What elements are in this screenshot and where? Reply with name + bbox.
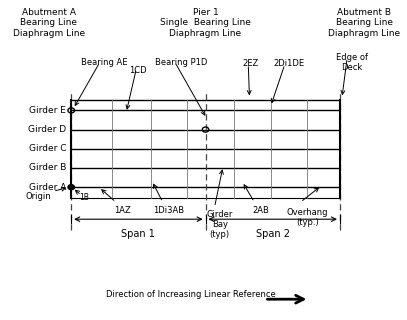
Text: Abutment A
Bearing Line
Diaphragm Line: Abutment A Bearing Line Diaphragm Line: [13, 8, 85, 38]
Text: Origin: Origin: [26, 192, 51, 201]
Text: Direction of Increasing Linear Reference: Direction of Increasing Linear Reference: [106, 290, 276, 299]
Circle shape: [68, 185, 74, 190]
Text: Overhang
(typ.): Overhang (typ.): [287, 208, 328, 228]
Text: 1AZ: 1AZ: [114, 206, 131, 215]
Text: 2Di1DE: 2Di1DE: [274, 59, 304, 68]
Text: Abutment B
Bearing Line
Diaphragm Line: Abutment B Bearing Line Diaphragm Line: [328, 8, 400, 38]
Text: Bearing P1D: Bearing P1D: [155, 58, 207, 67]
Text: 2EZ: 2EZ: [242, 59, 258, 68]
Text: Edge of
Deck: Edge of Deck: [336, 53, 368, 72]
Text: 1B: 1B: [79, 193, 89, 202]
Text: Pier 1
Single  Bearing Line
Diaphragm Line: Pier 1 Single Bearing Line Diaphragm Lin…: [160, 8, 251, 38]
Text: Girder A: Girder A: [29, 183, 66, 192]
Text: Girder E: Girder E: [29, 106, 66, 115]
Text: Bearing AE: Bearing AE: [81, 58, 127, 67]
Text: 1Di3AB: 1Di3AB: [153, 206, 184, 215]
Text: Girder D: Girder D: [28, 125, 66, 134]
Text: Girder
Bay
(typ): Girder Bay (typ): [207, 210, 233, 239]
Text: Span 1: Span 1: [121, 229, 155, 239]
Text: Span 2: Span 2: [256, 229, 290, 239]
Text: Girder C: Girder C: [29, 144, 66, 153]
Text: 2AB: 2AB: [252, 206, 269, 215]
Text: 1CD: 1CD: [129, 66, 147, 75]
Text: Girder B: Girder B: [29, 164, 66, 172]
